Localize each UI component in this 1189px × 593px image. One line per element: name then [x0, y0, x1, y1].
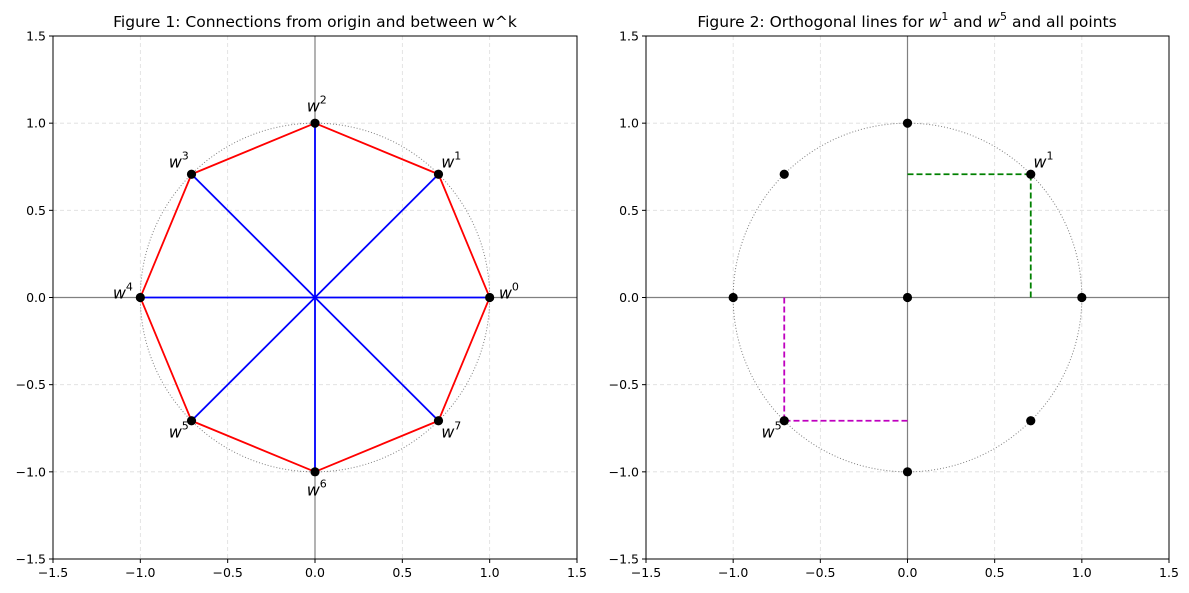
spoke-line	[190, 296, 316, 422]
point-label: w7	[441, 420, 461, 442]
x-tick-label: −0.5	[212, 565, 242, 580]
x-tick-label: 1.5	[567, 565, 587, 580]
figure-1-title: Figure 1: Connections from origin and be…	[113, 13, 517, 31]
data-point	[902, 118, 913, 128]
data-point	[1077, 292, 1087, 303]
data-point	[728, 292, 738, 303]
data-point	[310, 467, 320, 477]
x-tick-label: 1.0	[480, 565, 500, 580]
data-point	[1026, 169, 1036, 179]
x-tick-label: 0.0	[305, 565, 325, 580]
y-tick-label: −1.0	[609, 464, 639, 479]
y-tick-label: 1.5	[619, 29, 639, 44]
data-point	[1026, 416, 1036, 426]
data-point	[485, 292, 495, 303]
y-tick-label: 1.0	[26, 116, 46, 131]
point-label: w4	[113, 280, 133, 302]
x-tick-label: 1.0	[1072, 565, 1092, 580]
figure-1-panel: Figure 1: Connections from origin and be…	[16, 13, 587, 580]
x-tick-label: 0.5	[985, 565, 1005, 580]
data-point	[310, 118, 320, 128]
x-tick-label: 0.5	[392, 565, 412, 580]
y-tick-label: −0.5	[609, 377, 639, 392]
x-tick-label: −1.0	[125, 565, 155, 580]
y-tick-label: 0.0	[26, 290, 46, 305]
y-tick-label: 0.5	[619, 203, 639, 218]
point-label: w0	[499, 280, 519, 302]
y-tick-label: −0.5	[16, 377, 46, 392]
y-tick-label: 1.0	[619, 116, 639, 131]
data-point	[902, 292, 913, 303]
data-point	[779, 416, 789, 426]
y-tick-label: 0.5	[26, 203, 46, 218]
y-tick-label: −1.0	[16, 464, 46, 479]
data-point	[433, 416, 444, 426]
y-tick-label: 1.5	[26, 29, 46, 44]
point-label: w1	[1033, 150, 1053, 172]
spoke-line	[314, 173, 440, 299]
y-tick-label: −1.5	[16, 552, 46, 567]
figure-2-panel: Figure 2: Orthogonal lines for w1 and w5…	[609, 10, 1179, 580]
point-label: w5	[761, 420, 781, 442]
point-label: w3	[169, 150, 189, 172]
spoke-line	[190, 173, 316, 299]
x-tick-label: −1.5	[631, 565, 661, 580]
y-tick-label: −1.5	[609, 552, 639, 567]
x-tick-label: 1.5	[1159, 565, 1179, 580]
y-tick-label: 0.0	[619, 290, 639, 305]
x-tick-label: −0.5	[805, 565, 835, 580]
spoke-line	[314, 296, 440, 422]
data-point	[433, 169, 444, 179]
figure-2-title: Figure 2: Orthogonal lines for w1 and w5…	[697, 10, 1116, 31]
data-point	[902, 467, 913, 477]
x-tick-label: 0.0	[898, 565, 918, 580]
point-label: w6	[307, 477, 327, 499]
data-point	[779, 169, 789, 179]
point-label: w2	[307, 94, 327, 116]
data-point	[135, 292, 145, 303]
point-label: w5	[169, 420, 189, 442]
x-tick-label: −1.5	[38, 565, 68, 580]
x-tick-label: −1.0	[718, 565, 748, 580]
point-label: w1	[441, 150, 461, 172]
data-point	[186, 416, 197, 426]
data-point	[186, 169, 197, 179]
